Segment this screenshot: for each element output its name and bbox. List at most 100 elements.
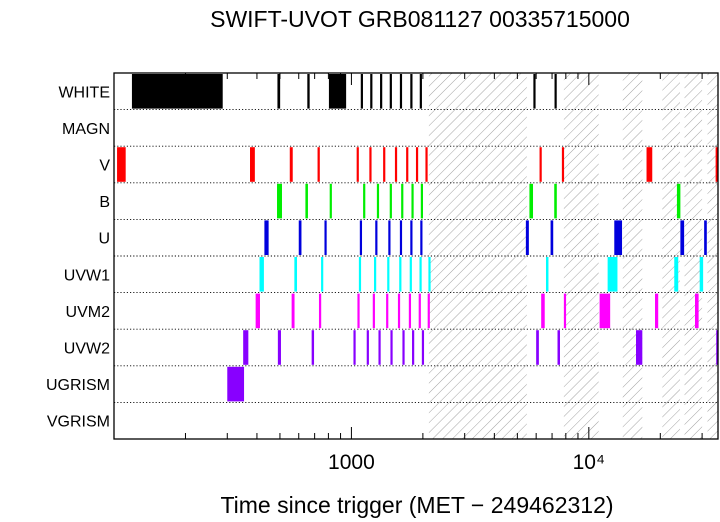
exposure-bar-white xyxy=(533,74,536,109)
exposure-bar-uvw2 xyxy=(716,330,718,365)
exposure-bar-uvw2 xyxy=(390,330,393,365)
exposure-bar-v xyxy=(715,147,718,182)
exposure-bar-uvm2 xyxy=(408,293,412,329)
exposure-bar-uvw2 xyxy=(277,330,281,365)
exposure-bar-u xyxy=(550,220,554,255)
exposure-bar-u xyxy=(298,220,302,255)
exposure-bar-white xyxy=(554,74,557,109)
exposure-bar-uvw1 xyxy=(259,257,264,292)
exposure-bar-b xyxy=(363,183,366,219)
exposure-bar-white xyxy=(131,74,223,109)
exposure-bar-uvw1 xyxy=(409,257,412,292)
exposure-bar-u xyxy=(680,220,685,255)
x-axis-ticks: 1000 10⁴ xyxy=(113,73,703,474)
exposure-bar-uvm2 xyxy=(418,293,421,329)
filter-label-ugrism: UGRISM xyxy=(46,377,110,394)
exposure-bar-white xyxy=(399,74,403,109)
exposure-bar-uvw2 xyxy=(353,330,356,365)
exposure-bar-uvm2 xyxy=(427,293,430,329)
exposure-bar-uvw2 xyxy=(635,330,643,365)
filter-label-u: U xyxy=(98,231,110,248)
exposure-bar-v xyxy=(561,147,565,182)
exposure-bar-uvm2 xyxy=(386,293,389,329)
exposure-bar-uvm2 xyxy=(357,293,360,329)
exposure-bar-u xyxy=(614,220,623,255)
exposure-bar-u xyxy=(410,220,413,255)
exposure-bar-uvw2 xyxy=(311,330,315,365)
exposure-bar-u xyxy=(420,220,423,255)
exposure-bar-white xyxy=(360,74,363,109)
exposure-bar-uvm2 xyxy=(397,293,401,329)
exposure-bar-u xyxy=(324,220,327,255)
exposure-bar-v xyxy=(289,147,293,182)
exposure-bar-white xyxy=(389,74,392,109)
exposure-bar-uvw2 xyxy=(412,330,415,365)
filter-label-white: WHITE xyxy=(58,84,110,101)
exposure-bars xyxy=(117,74,718,402)
x-axis-label: Time since trigger (MET − 249462312) xyxy=(220,492,613,518)
x-tick-label: 1000 xyxy=(328,451,375,474)
exposure-bar-white xyxy=(410,74,413,109)
exposure-bar-b xyxy=(376,183,380,219)
exposure-bar-uvw2 xyxy=(421,330,425,365)
exposure-bar-v xyxy=(425,147,428,182)
exposure-bar-uvw2 xyxy=(366,330,369,365)
exposure-bar-b xyxy=(305,183,308,219)
plot-frame xyxy=(113,72,719,440)
exposure-bar-v xyxy=(369,147,372,182)
exposure-bar-b xyxy=(554,183,557,219)
exposure-bar-v xyxy=(250,147,255,182)
exposure-bar-uvw2 xyxy=(557,330,560,365)
exposure-bar-ugrism xyxy=(227,366,245,402)
exposure-bar-v xyxy=(406,147,409,182)
exposure-bar-b xyxy=(401,183,404,219)
exposure-bar-b xyxy=(420,183,424,219)
exposure-bar-v xyxy=(317,147,320,182)
exposure-bar-uvw2 xyxy=(378,330,381,365)
exposure-bar-uvm2 xyxy=(318,293,322,329)
exposure-bar-u xyxy=(359,220,363,255)
filter-label-vgrism: VGRISM xyxy=(47,414,110,431)
exposure-bar-uvw1 xyxy=(387,257,390,292)
exposure-bar-uvm2 xyxy=(255,293,260,329)
exposure-bar-white xyxy=(380,74,383,109)
exposure-bar-uvw1 xyxy=(545,257,549,292)
exposure-bar-b xyxy=(329,183,332,219)
exposure-bar-uvw1 xyxy=(674,257,679,292)
exposure-bar-b xyxy=(529,183,534,219)
exposure-bar-uvw1 xyxy=(399,257,402,292)
exposure-bar-uvw1 xyxy=(607,257,618,292)
filter-labels: WHITE MAGN V B U UVW1 UVM2 UVW2 UGRISM VGRISM xyxy=(46,84,110,430)
exposure-bar-u xyxy=(375,220,378,255)
exposure-bar-uvm2 xyxy=(563,293,567,329)
exposure-bar-b xyxy=(277,183,282,219)
exposure-bar-uvw2 xyxy=(243,330,249,365)
exposure-bar-uvm2 xyxy=(599,293,611,329)
exposure-bar-uvw2 xyxy=(536,330,539,365)
exposure-bar-v xyxy=(356,147,359,182)
exposure-bar-white xyxy=(328,74,347,109)
row-separators xyxy=(114,109,718,403)
exposure-bar-white xyxy=(277,74,281,109)
filter-label-v: V xyxy=(99,158,110,175)
exposure-bar-u xyxy=(525,220,529,255)
exposure-bar-u xyxy=(264,220,269,255)
exposure-bar-uvm2 xyxy=(655,293,659,329)
exposure-bar-v xyxy=(383,147,386,182)
exposure-bar-white xyxy=(370,74,373,109)
exposure-bar-uvm2 xyxy=(694,293,699,329)
gap-region-0 xyxy=(428,73,527,439)
x-tick-label: 10⁴ xyxy=(573,451,605,474)
exposure-bar-uvw1 xyxy=(419,257,422,292)
filter-label-magn: MAGN xyxy=(62,121,110,138)
exposure-bar-v xyxy=(415,147,419,182)
exposure-bar-white xyxy=(307,74,310,109)
exposure-bar-v xyxy=(539,147,542,182)
exposure-bar-b xyxy=(389,183,392,219)
exposure-bar-white xyxy=(419,74,422,109)
exposure-bar-v xyxy=(394,147,398,182)
exposure-bar-uvw1 xyxy=(358,257,362,292)
exposure-bar-u xyxy=(399,220,403,255)
exposure-bar-u xyxy=(704,220,707,255)
exposure-bar-b xyxy=(411,183,414,219)
